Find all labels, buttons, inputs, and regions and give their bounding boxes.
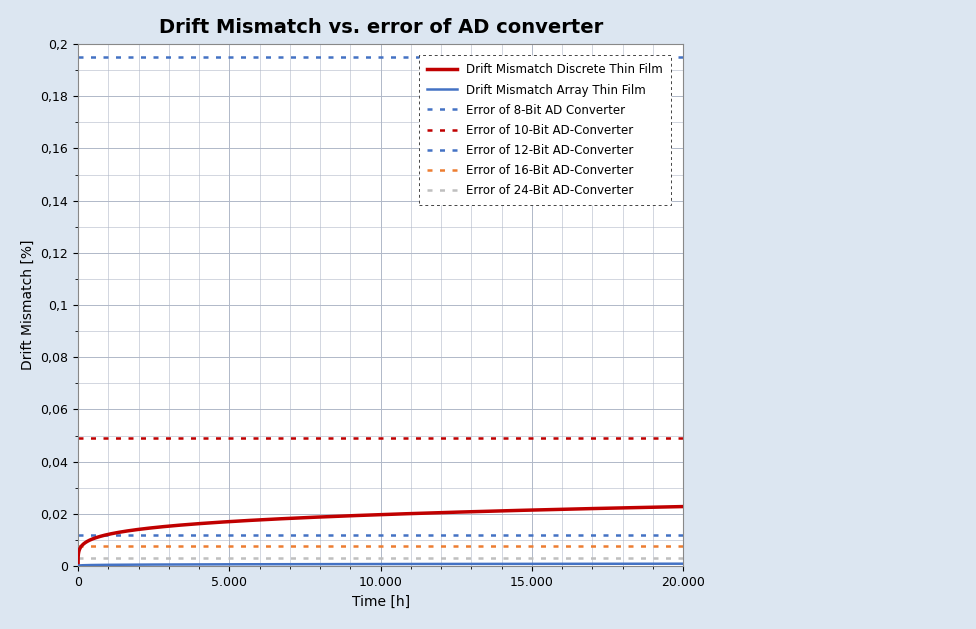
Drift Mismatch Discrete Thin Film bbox=[190, 520, 202, 528]
Drift Mismatch Array Thin Film bbox=[134, 561, 145, 569]
Drift Mismatch Discrete Thin Film bbox=[134, 525, 145, 533]
Drift Mismatch Discrete Thin Film bbox=[426, 509, 437, 516]
Y-axis label: Drift Mismatch [%]: Drift Mismatch [%] bbox=[20, 240, 35, 370]
Legend: Drift Mismatch Discrete Thin Film, Drift Mismatch Array Thin Film, Error of 8-Bi: Drift Mismatch Discrete Thin Film, Drift… bbox=[419, 55, 671, 205]
Line: Drift Mismatch Array Thin Film: Drift Mismatch Array Thin Film bbox=[78, 564, 683, 566]
Drift Mismatch Array Thin Film bbox=[190, 560, 202, 568]
Drift Mismatch Discrete Thin Film bbox=[677, 503, 689, 510]
Drift Mismatch Array Thin Film bbox=[677, 560, 689, 567]
Drift Mismatch Array Thin Film bbox=[426, 560, 437, 568]
Drift Mismatch Discrete Thin Film bbox=[482, 508, 494, 515]
X-axis label: Time [h]: Time [h] bbox=[351, 594, 410, 608]
Drift Mismatch Array Thin Film bbox=[648, 560, 660, 567]
Drift Mismatch Array Thin Film bbox=[72, 562, 84, 570]
Drift Mismatch Discrete Thin Film bbox=[648, 503, 660, 511]
Drift Mismatch Discrete Thin Film bbox=[72, 562, 84, 570]
Drift Mismatch Array Thin Film bbox=[490, 560, 502, 567]
Drift Mismatch Array Thin Film bbox=[482, 560, 494, 567]
Line: Drift Mismatch Discrete Thin Film: Drift Mismatch Discrete Thin Film bbox=[78, 506, 683, 566]
Title: Drift Mismatch vs. error of AD converter: Drift Mismatch vs. error of AD converter bbox=[158, 18, 603, 37]
Drift Mismatch Discrete Thin Film bbox=[490, 507, 502, 515]
